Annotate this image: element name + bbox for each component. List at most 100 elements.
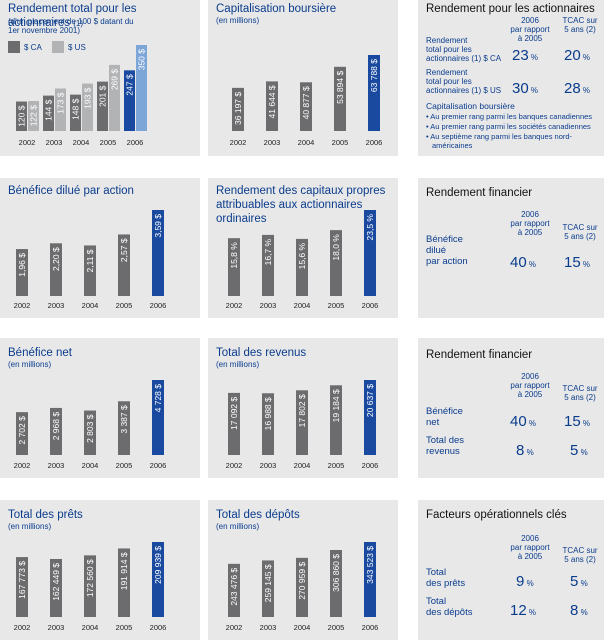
bar	[228, 563, 240, 617]
col-header-cagr: TCAC sur 5 ans (2)	[562, 223, 598, 241]
col-header-yoy: 2006 par rapport à 2005	[510, 210, 550, 237]
bar-value-label: 40 877 $	[301, 86, 311, 119]
x-tick-label: 2004	[82, 461, 99, 470]
x-tick-label: 2003	[48, 623, 65, 632]
chart-subtitle: (en millions)	[216, 360, 260, 369]
value-yoy-deposits: 12 %	[510, 602, 537, 619]
bar-value-label: 23,5 %	[365, 214, 375, 241]
summary-title: Rendement financier	[426, 349, 533, 361]
value-yoy-net-income: 40 %	[510, 413, 537, 430]
bar	[152, 542, 164, 617]
bar	[16, 557, 28, 617]
row-label-loans: Total des prêts	[426, 567, 466, 589]
chart-subtitle: (en millions)	[8, 360, 52, 369]
value-cagr-revenue: 5 %	[570, 442, 588, 459]
value-cagr-deposits: 8 %	[570, 602, 588, 619]
chart-subtitle-2: 1er novembre 2001)	[8, 26, 81, 35]
bar	[84, 555, 96, 617]
bar-value-label: 343 523 $	[365, 546, 375, 584]
bar-value-label: 17 802 $	[297, 394, 307, 427]
x-tick-label: 2003	[48, 461, 65, 470]
panel-total-return: Rendement total pour les actionnaires (1…	[0, 0, 200, 156]
chart-subtitle: (en millions)	[216, 522, 260, 531]
x-tick-label: 2003	[264, 138, 281, 147]
bar	[296, 557, 308, 617]
chart-title: Rendement total pour les actionnaires (1…	[8, 3, 137, 29]
summary-title: Facteurs opérationnels clés	[426, 509, 567, 521]
bar-usd	[136, 45, 147, 131]
x-tick-label: 2003	[46, 138, 63, 147]
bar-value-label: 2 702 $	[17, 416, 27, 445]
x-tick-label: 2002	[226, 623, 243, 632]
row-label-net-income: Bénéfice net	[426, 406, 463, 428]
bar-value-label: 15,6 %	[297, 242, 307, 269]
chart-title: Capitalisation boursière	[216, 3, 337, 15]
bar-value-label: 162 449 $	[51, 563, 61, 601]
bar-cad	[97, 81, 108, 131]
legend-swatch-usd	[52, 41, 64, 53]
bar-usd	[109, 64, 120, 131]
panel-financial-return-2: Rendement financier 2006 par rapport à 200…	[418, 338, 604, 478]
bar-value-label: 4 728 $	[153, 384, 163, 413]
bar	[118, 401, 130, 455]
row-label-revenue: Total des revenus	[426, 435, 465, 457]
bar	[16, 412, 28, 455]
bar	[118, 234, 130, 296]
row-label-eps: Bénéfice dilué par action	[426, 234, 468, 267]
bar-value-label: 259 145 $	[263, 564, 273, 602]
bar-value-label: 36 197 $	[233, 92, 243, 125]
legend-label-cad: $ CA	[24, 43, 42, 52]
bar-value-label: 41 644 $	[267, 85, 277, 118]
bar-value-label: 144 $	[44, 99, 54, 121]
x-tick-label: 2003	[48, 301, 65, 310]
market-cap-heading: Capitalisation boursière	[426, 101, 515, 111]
bar-value-label: 350 $	[137, 49, 147, 71]
bar	[330, 230, 342, 296]
bar	[228, 238, 240, 296]
bar	[368, 55, 380, 131]
bar-value-label: 16,7 %	[263, 238, 273, 265]
value-cagr-usd: 28 %	[564, 80, 591, 97]
x-tick-label: 2005	[328, 623, 345, 632]
chart-title: Total des dépôts	[216, 509, 300, 521]
bar-value-label: 17 092 $	[229, 397, 239, 430]
chart-title: Bénéfice net	[8, 347, 72, 359]
bar-value-label: 172 560 $	[85, 559, 95, 597]
bar-chart-total-return: 120 $122 $ 2002 144 $173 $ 2003 148 $193 $ 20…	[16, 45, 147, 147]
bar-value-label: 53 894 $	[335, 71, 345, 104]
bar	[118, 548, 130, 617]
x-tick-label: 2004	[298, 138, 315, 147]
bar-value-label: 63 788 $	[369, 59, 379, 92]
panel-diluted-eps: Bénéfice dilué par action 1,96 $ 2002 2,20…	[0, 178, 200, 318]
x-tick-label: 2006	[150, 461, 167, 470]
bar	[152, 210, 164, 296]
x-tick-label: 2006	[127, 138, 144, 147]
bar-value-label: 19 184 $	[331, 389, 341, 422]
bar-value-label: 3 387 $	[119, 405, 129, 434]
col-header-cagr: TCAC sur 5 ans (2)	[562, 546, 598, 564]
x-tick-label: 2003	[260, 461, 277, 470]
bar	[334, 66, 346, 131]
value-cagr-cad: 20 %	[564, 47, 591, 64]
bar-value-label: 243 476 $	[229, 568, 239, 606]
value-cagr-loans: 5 %	[570, 573, 588, 590]
bar-chart-total-loans: 167 773 $ 2002 162 449 $ 2003 172 560 $ 2004 1…	[14, 542, 166, 632]
col-header-yoy: 2006 par rapport à 2005	[510, 372, 550, 399]
bar-value-label: 16 988 $	[263, 397, 273, 430]
panel-total-deposits: Total des dépôts (en millions) 243 476 $…	[208, 500, 398, 640]
bar-chart-roe: 15,8 % 2002 16,7 % 2003 15,6 % 2004 18,0 % 2005…	[226, 210, 378, 310]
bullet-2: • Au premier rang parmi les sociétés can…	[426, 122, 591, 131]
bar	[50, 407, 62, 455]
bar-value-label: 193 $	[83, 87, 93, 109]
bar	[50, 243, 62, 296]
bar-cad	[43, 95, 54, 131]
value-cagr-eps: 15 %	[564, 254, 591, 271]
bar-value-label: 306 860 $	[331, 554, 341, 592]
x-tick-label: 2002	[19, 138, 36, 147]
bar-cad	[70, 94, 81, 131]
panel-total-loans: Total des prêts (en millions) 167 773 $ 2…	[0, 500, 200, 640]
x-tick-label: 2006	[366, 138, 383, 147]
bar-value-label: 167 773 $	[17, 561, 27, 599]
bar-chart-market-cap: 36 197 $ 2002 41 644 $ 2003 40 877 $ 2004 53 8…	[230, 55, 383, 147]
bar	[300, 82, 312, 131]
